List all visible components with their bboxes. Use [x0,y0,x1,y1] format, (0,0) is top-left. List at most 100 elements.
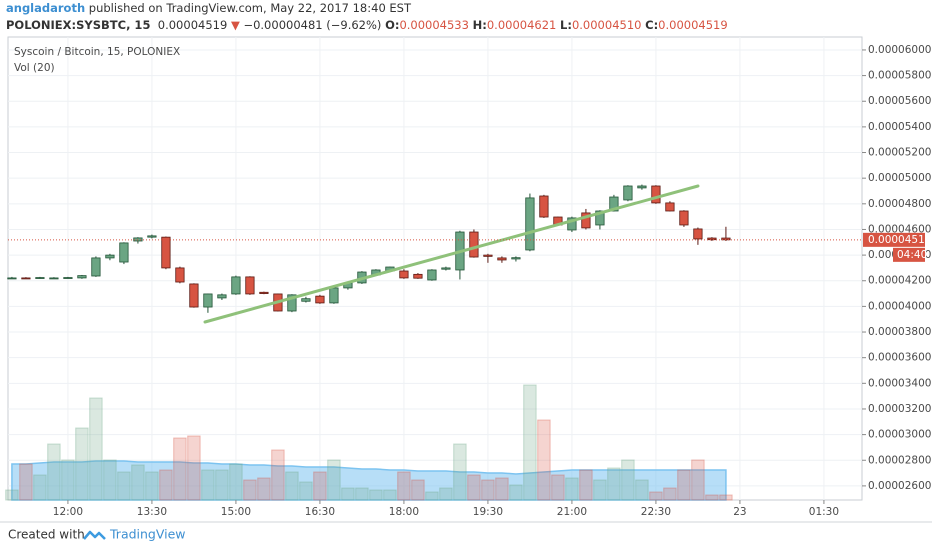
last-price-box [863,232,925,247]
volume-bar [271,449,285,501]
candle-body [287,294,297,312]
plot-frame [7,36,863,501]
candle-body [567,217,577,231]
candle-body [49,277,59,280]
header-line-1: angladaroth published on TradingView.com… [6,0,728,17]
volume-bar [593,479,607,501]
volume-bar [145,471,159,501]
y-tick-label: 0.00003800 [868,326,931,338]
candle-body [147,235,157,238]
y-tick-label: 0.00005400 [868,121,931,133]
candle-body [161,236,171,269]
countdown-box [893,247,925,262]
l-value: 0.00004510 [571,18,642,32]
published: published on TradingView.com, May 22, 20… [88,1,412,15]
x-tick-label: 23 [733,506,746,518]
candle-body [119,242,129,263]
volume-bar [89,397,103,501]
y-tick-label: 0.00005200 [868,147,931,159]
volume-bar [481,479,495,501]
volume-bar [621,459,635,501]
y-tick-label: 0.00002800 [868,454,931,466]
volume-bar [243,479,257,501]
header: angladaroth published on TradingView.com… [6,0,728,34]
candle-body [707,237,717,241]
volume-bar [551,474,565,501]
y-tick-label: 0.00005600 [868,95,931,107]
candle-body [315,295,325,304]
candle-body [665,202,675,212]
y-tick-label: 0.00005800 [868,70,931,82]
footer-brand: TradingView [109,527,186,542]
candle-body [217,294,227,299]
o-label: O: [385,18,400,32]
x-tick-label: 22:30 [641,506,671,518]
candle-body [77,275,87,279]
volume-bar [495,477,509,501]
l-label: L: [560,18,572,32]
volume-bar [341,487,355,501]
volume-bar [691,459,705,501]
symbol: POLONIEX:SYSBTC, 15 [6,18,151,32]
volume-bar [719,494,733,501]
volume-bar [537,419,551,501]
volume-bar [117,471,131,501]
volume-bar [607,467,621,501]
volume-bar [5,489,19,501]
candle-body [35,277,45,279]
volume-bar [61,459,75,501]
volume-bar [201,469,215,501]
volume-bar [649,491,663,501]
candle-body [63,277,73,279]
volume-bar [705,494,719,501]
volume-title: Vol (20) [14,62,55,74]
volume-bar [579,469,593,501]
candle-body [469,231,479,258]
candle-body [609,196,619,212]
volume-bar [369,489,383,501]
x-tick-label: 19:30 [473,506,503,518]
y-tick-label: 0.00004600 [868,223,931,235]
arrow: ▼ [230,18,240,32]
candle-body [301,298,311,302]
candle-body [7,277,17,280]
candle-body [399,270,409,279]
volume-bar [103,459,117,501]
price: 0.00004519 [157,18,228,32]
volume-bar [131,464,145,501]
last-price-label: 0.00004519 [868,234,931,246]
trend-line [203,184,700,324]
candle-body [231,276,241,295]
author: angladaroth [6,1,86,15]
candle-body [623,185,633,201]
grid [8,37,862,500]
change: −0.00000481 (−9.62%) [243,18,382,32]
x-tick-label: 12:00 [53,506,83,518]
y-tick-label: 0.00004200 [868,275,931,287]
candle-body [637,185,647,189]
volume-bar [439,487,453,501]
volume-bar [47,443,61,501]
volume-bar [565,477,579,501]
candle-body [693,228,703,240]
x-tick-label: 16:30 [305,506,335,518]
candle-body [483,254,493,257]
y-tick-label: 0.00005000 [868,172,931,184]
volume-bar [355,487,369,501]
volume-bar [383,489,397,501]
y-tick-label: 0.00003600 [868,352,931,364]
x-tick-label: 01:30 [809,506,839,518]
candle-body [21,277,31,280]
candle-body [189,283,199,308]
h-value: 0.00004621 [486,18,557,32]
volume-ma-area [11,460,727,501]
candle-body [651,185,661,204]
volume-bar [327,459,341,501]
volume-bar [411,479,425,501]
volume-bar [467,474,481,501]
countdown-label: 04:40 [897,249,927,261]
candle-body [581,212,591,229]
candle-body [203,293,213,308]
